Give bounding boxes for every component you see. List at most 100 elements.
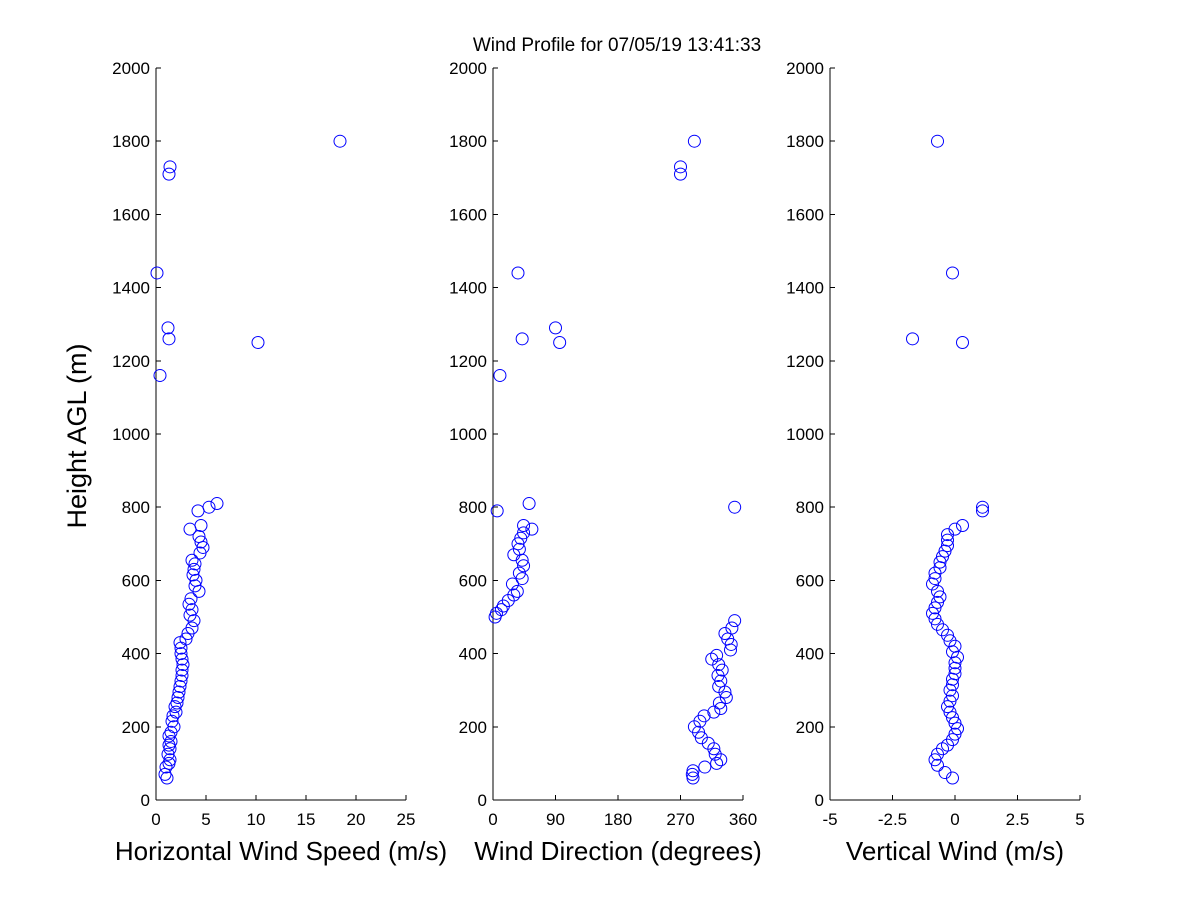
data-point <box>174 647 188 661</box>
data-point <box>938 766 952 780</box>
data-point <box>931 595 944 609</box>
x-tick-label: 2.5 <box>1006 810 1030 829</box>
data-point <box>956 519 969 532</box>
data-point <box>951 722 964 736</box>
x-tick-label: 0 <box>151 810 160 829</box>
x-tick-label: 20 <box>347 810 366 829</box>
x-tick-label: 25 <box>397 810 416 829</box>
data-point <box>517 526 531 540</box>
y-tick-label: 1800 <box>786 132 824 151</box>
data-point <box>188 557 202 571</box>
y-tick-label: 0 <box>141 791 150 810</box>
data-point <box>553 336 567 349</box>
y-tick-label: 600 <box>796 571 824 590</box>
data-point <box>169 705 183 719</box>
data-point <box>166 709 180 723</box>
y-tick-label: 400 <box>796 645 824 664</box>
data-point <box>714 702 728 715</box>
data-point <box>976 504 989 518</box>
data-point <box>162 167 176 181</box>
data-point <box>179 632 193 646</box>
data-point <box>943 705 957 719</box>
y-tick-label: 1200 <box>449 352 487 371</box>
data-point <box>941 539 954 553</box>
data-point <box>161 321 175 335</box>
x-tick-label: -5 <box>822 810 837 829</box>
data-point <box>948 727 962 741</box>
y-tick-label: 1400 <box>112 279 150 298</box>
data-point <box>490 504 504 518</box>
data-point <box>162 738 176 752</box>
data-point <box>333 134 347 148</box>
data-point <box>163 160 177 174</box>
data-point <box>175 663 189 677</box>
x-tick-label: 0 <box>950 810 959 829</box>
data-point <box>183 608 197 622</box>
data-point <box>906 332 919 346</box>
data-point <box>175 669 189 683</box>
data-point <box>505 577 519 591</box>
y-tick-label: 600 <box>122 571 150 590</box>
data-point <box>163 753 177 767</box>
data-point <box>511 266 525 280</box>
data-point <box>926 606 939 620</box>
y-tick-label: 1600 <box>449 205 487 224</box>
data-point <box>928 572 942 586</box>
x-tick-label: 5 <box>1075 810 1084 829</box>
data-point <box>728 500 742 514</box>
data-point <box>946 711 959 725</box>
data-point <box>976 500 989 514</box>
data-point <box>698 760 712 774</box>
data-point <box>153 368 167 382</box>
data-point <box>933 555 947 569</box>
data-point <box>931 584 944 598</box>
y-tick-label: 800 <box>122 498 150 517</box>
data-point <box>674 167 687 181</box>
y-tick-label: 1200 <box>112 352 150 371</box>
data-point <box>708 747 722 761</box>
data-point <box>168 700 182 714</box>
data-point <box>686 764 700 778</box>
data-point <box>188 579 202 593</box>
data-point <box>494 603 508 617</box>
data-point <box>712 680 726 694</box>
data-point <box>943 634 957 648</box>
data-point <box>160 771 174 785</box>
x-axis-title: Wind Direction (degrees) <box>474 836 762 866</box>
data-point <box>489 606 503 620</box>
data-point <box>174 674 188 688</box>
data-point <box>185 553 199 567</box>
data-point <box>517 559 531 573</box>
data-point <box>943 694 957 708</box>
wind-direction-panel: 0 200 400 600 800 1000 1200 1400 1600 1800 2000 0 90… <box>449 59 762 866</box>
data-point <box>946 689 959 703</box>
y-tick-label: 1200 <box>786 352 824 371</box>
data-point <box>728 614 742 628</box>
y-tick-label: 1400 <box>449 279 487 298</box>
data-point <box>161 747 175 761</box>
data-point <box>931 617 944 631</box>
x-tick-label: 90 <box>546 810 565 829</box>
y-tick-label: 1800 <box>112 132 150 151</box>
data-point <box>946 733 959 747</box>
data-point <box>150 266 164 280</box>
y-tick-label: 600 <box>459 571 487 590</box>
data-point <box>710 648 724 662</box>
data-point <box>184 592 198 606</box>
data-point <box>194 535 208 549</box>
x-tick-label: 180 <box>604 810 632 829</box>
y-tick-label: 1400 <box>786 279 824 298</box>
y-tick-label: 200 <box>459 718 487 737</box>
data-point <box>928 612 942 626</box>
x-tick-label: 10 <box>247 810 266 829</box>
y-tick-label: 2000 <box>449 59 487 78</box>
data-point <box>936 550 949 564</box>
data-point <box>705 652 719 666</box>
data-point <box>933 590 947 604</box>
y-tick-label: 1000 <box>449 425 487 444</box>
data-point <box>510 584 524 598</box>
data-point <box>948 522 962 536</box>
data-point <box>175 652 189 666</box>
data-point <box>674 160 687 174</box>
